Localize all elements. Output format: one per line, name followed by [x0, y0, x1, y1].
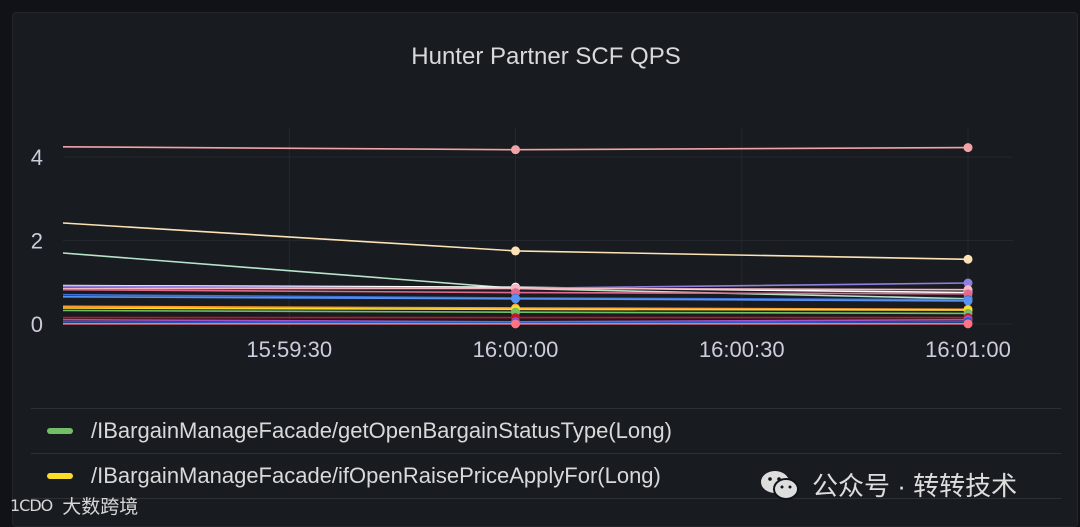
legend-divider — [31, 408, 1061, 409]
y-tick-label: 4 — [31, 145, 43, 170]
data-point — [963, 296, 973, 306]
watermark-text: 大数跨境 — [62, 497, 139, 518]
data-point — [963, 278, 973, 288]
legend-item[interactable]: /IBargainManageFacade/getOpenBargainStat… — [31, 409, 1061, 454]
data-point — [511, 246, 520, 256]
series-lines — [62, 143, 973, 329]
legend-label: /IBargainManageFacade/ifOpenRaisePriceAp… — [91, 463, 661, 488]
legend-swatch — [47, 473, 73, 479]
x-tick-label: 16:01:00 — [925, 337, 1011, 362]
chart-panel: Hunter Partner SCF QPS 0 2 4 15:59:30 16:00… — [12, 12, 1078, 527]
data-point — [511, 294, 520, 304]
legend-swatch — [47, 428, 73, 434]
legend-label: /IBargainManageFacade/getOpenBargainStat… — [91, 418, 672, 443]
watermark-logo: 1CDO — [10, 496, 53, 515]
x-axis-ticks: 15:59:30 16:00:00 16:00:30 16:01:00 — [246, 337, 1010, 362]
data-point — [511, 145, 520, 155]
data-point — [963, 143, 973, 153]
y-tick-label: 0 — [31, 312, 43, 337]
wechat-icon — [761, 470, 799, 500]
watermark-text: 公众号 · 转转技术 — [812, 471, 1018, 501]
y-tick-label: 2 — [31, 229, 43, 254]
line-chart: 0 2 4 15:59:30 16:00:00 16:00:30 16:01:00 — [31, 128, 1013, 362]
watermark-right: 公众号 · 转转技术 — [760, 466, 1017, 503]
legend: /IBargainManageFacade/getOpenBargainStat… — [31, 408, 1061, 499]
x-tick-label: 16:00:00 — [473, 337, 559, 362]
watermark-left: 1CDO 大数跨境 — [10, 492, 138, 519]
data-point — [963, 319, 973, 329]
data-point — [963, 254, 973, 264]
x-tick-label: 15:59:30 — [246, 337, 332, 362]
legend-item[interactable]: /IBargainManageFacade/ifOpenRaisePriceAp… — [31, 454, 1061, 499]
x-tick-label: 16:00:30 — [699, 337, 785, 362]
panel-title: Hunter Partner SCF QPS — [411, 43, 681, 70]
y-axis-ticks: 0 2 4 — [31, 145, 43, 337]
data-point — [511, 319, 520, 329]
